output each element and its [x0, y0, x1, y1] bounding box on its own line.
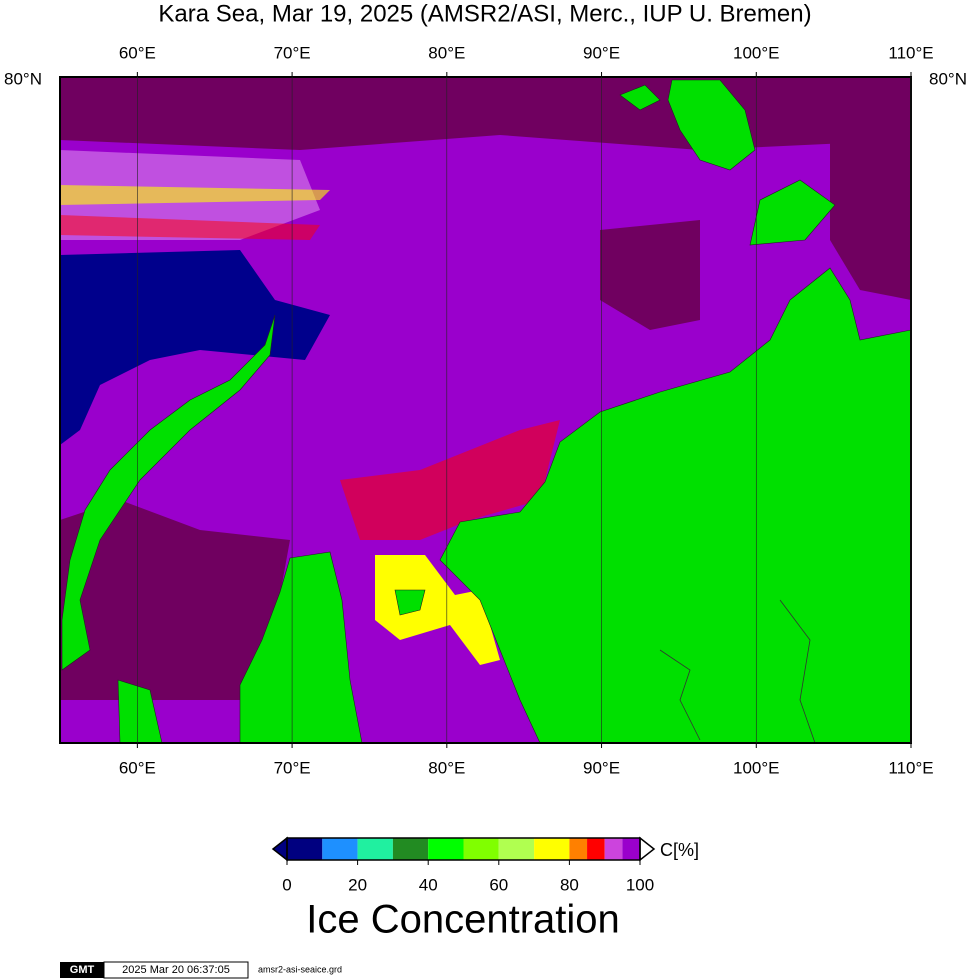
colorbar-segment: [463, 838, 499, 860]
colorbar-segment: [622, 838, 640, 860]
colorbar-tick-label: 100: [626, 875, 654, 894]
map: [60, 77, 911, 743]
colorbar-tick-label: 40: [419, 875, 438, 894]
lon-label: 90°E: [583, 43, 620, 62]
colorbar-segment: [569, 838, 588, 860]
colorbar-segment: [392, 838, 429, 860]
lon-label: 70°E: [274, 758, 311, 777]
ice-area: [830, 140, 911, 300]
colorbar-segment: [604, 838, 623, 860]
ice-edge: [60, 185, 330, 205]
lon-label: 60°E: [119, 43, 156, 62]
lon-label: 110°E: [888, 43, 933, 62]
colorbar-tick-label: 0: [282, 875, 291, 894]
colorbar-frame: [286, 837, 641, 861]
file-name: amsr2-asi-seaice.grd: [258, 964, 342, 974]
ice-area: [600, 220, 700, 330]
colorbar-segment: [357, 838, 393, 860]
ice-edge: [375, 555, 500, 665]
lon-label: 90°E: [583, 758, 620, 777]
land: [61, 79, 911, 743]
colorbar-segment: [534, 838, 570, 860]
title: Kara Sea, Mar 19, 2025 (AMSR2/ASI, Merc.…: [158, 0, 811, 27]
logo-box: [60, 962, 104, 978]
colorbar-segment: [287, 838, 323, 860]
ice-area: [60, 500, 290, 700]
lat-label: 80°N: [4, 69, 42, 88]
lon-label: 70°E: [274, 43, 311, 62]
open-water: [60, 250, 330, 445]
colorbar-segment: [322, 838, 358, 860]
lon-label: 80°E: [428, 43, 465, 62]
lon-label: 60°E: [119, 758, 156, 777]
river: [659, 599, 816, 743]
ice-edge: [340, 420, 560, 540]
lon-label: 100°E: [733, 758, 780, 777]
colorbar-tick-label: 80: [560, 875, 579, 894]
colorbar-tick-label: 60: [489, 875, 508, 894]
lon-label: 110°E: [888, 758, 933, 777]
colorbar-segment: [587, 838, 605, 860]
timestamp: 2025 Mar 20 06:37:05: [122, 964, 230, 976]
colorbar-high-arrow: [639, 836, 656, 862]
logo: GMT: [70, 964, 95, 976]
lat-label: 80°N: [929, 69, 967, 88]
colorbar-tick-label: 20: [348, 875, 367, 894]
colorbar-segment: [428, 838, 464, 860]
colorbar-low-arrow: [271, 836, 288, 862]
colorbar-segment: [498, 838, 535, 860]
lon-label: 80°E: [428, 758, 465, 777]
colorbar-unit: C[%]: [660, 840, 699, 860]
colorbar-title: Ice Concentration: [306, 898, 620, 942]
lon-label: 100°E: [733, 43, 780, 62]
ice-edge: [60, 215, 320, 240]
timestamp-box: [103, 961, 249, 979]
